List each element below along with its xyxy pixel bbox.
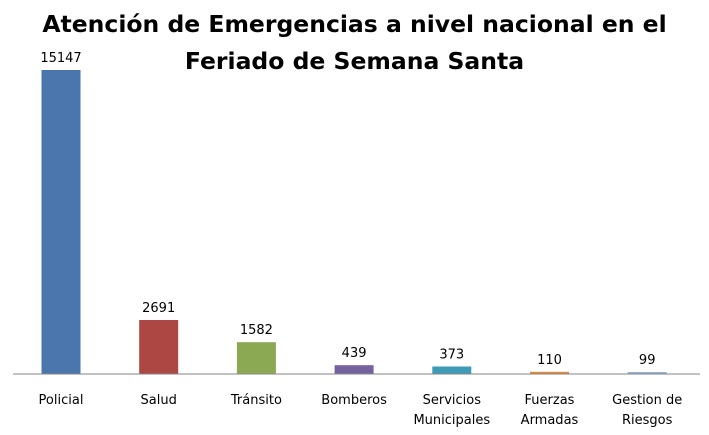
- category-labels-group: Policial Salud Tránsito Bomberos Servicios Mu…: [39, 393, 683, 428]
- bar-value-label: 15147: [40, 51, 81, 66]
- value-labels-group: 15147 2691 1582 439 373 110 99: [40, 51, 655, 368]
- bar: [530, 371, 569, 374]
- category-label: Salud: [141, 393, 177, 408]
- bar: [627, 372, 667, 374]
- category-label: Fuerzas: [525, 393, 575, 408]
- bar-value-label: 99: [639, 353, 656, 368]
- chart-title: Atención de Emergencias a nivel nacional…: [0, 6, 709, 80]
- bars-group: [41, 70, 667, 374]
- bar: [334, 365, 374, 374]
- bar: [41, 70, 81, 374]
- category-label: Tránsito: [230, 393, 282, 408]
- bar-value-label: 2691: [142, 301, 175, 316]
- bar-value-label: 1582: [240, 323, 273, 338]
- category-label: Riesgos: [622, 413, 673, 428]
- bar: [139, 320, 179, 374]
- bar: [236, 342, 276, 374]
- category-label: Municipales: [413, 413, 490, 428]
- category-label: Armadas: [521, 413, 579, 428]
- category-label: Servicios: [423, 393, 482, 408]
- category-label: Bomberos: [321, 393, 387, 408]
- bar-value-label: 110: [537, 353, 562, 368]
- category-label: Gestion de: [612, 393, 682, 408]
- chart-title-line-1: Atención de Emergencias a nivel nacional…: [42, 10, 667, 38]
- bar-value-label: 373: [439, 348, 464, 363]
- bar: [432, 366, 472, 374]
- category-label: Policial: [39, 393, 84, 408]
- chart-title-line-2: Feriado de Semana Santa: [184, 47, 525, 75]
- bar-value-label: 439: [342, 346, 367, 361]
